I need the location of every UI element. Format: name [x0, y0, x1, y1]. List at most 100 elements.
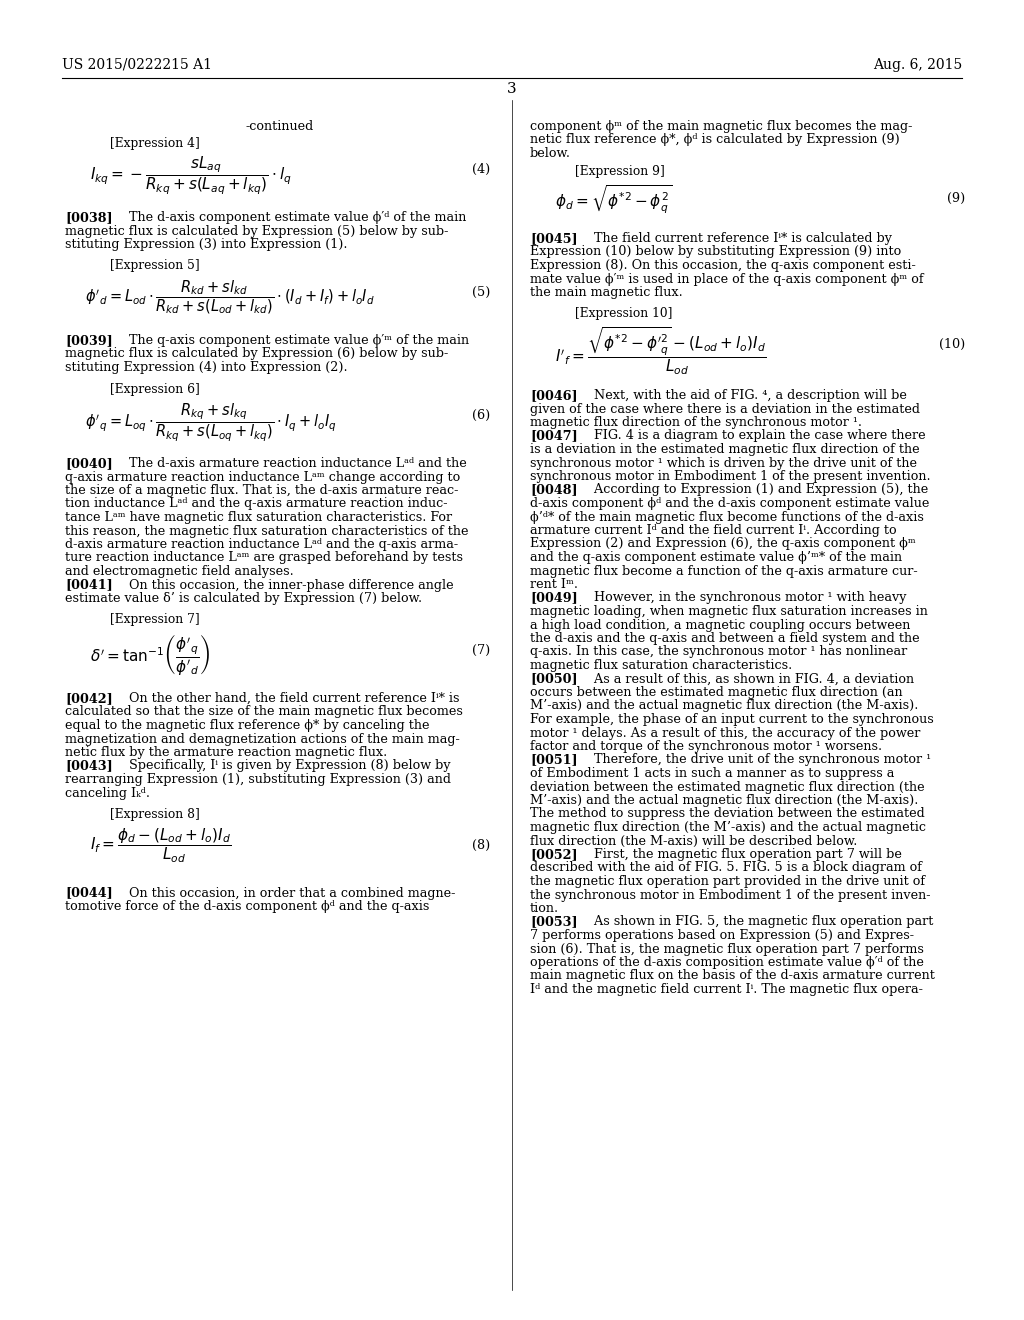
Text: [0044]: [0044]	[65, 887, 113, 899]
Text: rearranging Expression (1), substituting Expression (3) and: rearranging Expression (1), substituting…	[65, 774, 451, 785]
Text: Iᵈ and the magnetic field current Iⁱ. The magnetic flux opera-: Iᵈ and the magnetic field current Iⁱ. Th…	[530, 983, 923, 997]
Text: (5): (5)	[472, 286, 490, 300]
Text: [0052]: [0052]	[530, 847, 578, 861]
Text: the size of a magnetic flux. That is, the d-axis armature reac-: the size of a magnetic flux. That is, th…	[65, 484, 459, 498]
Text: 7 performs operations based on Expression (5) and Expres-: 7 performs operations based on Expressio…	[530, 929, 914, 942]
Text: given of the case where there is a deviation in the estimated: given of the case where there is a devia…	[530, 403, 920, 416]
Text: The method to suppress the deviation between the estimated: The method to suppress the deviation bet…	[530, 808, 925, 821]
Text: occurs between the estimated magnetic flux direction (an: occurs between the estimated magnetic fl…	[530, 686, 902, 700]
Text: [0045]: [0045]	[530, 232, 578, 246]
Text: sion (6). That is, the magnetic flux operation part 7 performs: sion (6). That is, the magnetic flux ope…	[530, 942, 924, 956]
Text: stituting Expression (4) into Expression (2).: stituting Expression (4) into Expression…	[65, 360, 347, 374]
Text: magnetic flux become a function of the q-axis armature cur-: magnetic flux become a function of the q…	[530, 565, 918, 578]
Text: magnetic flux is calculated by Expression (5) below by sub-: magnetic flux is calculated by Expressio…	[65, 224, 449, 238]
Text: On the other hand, the field current reference Iⁱ* is: On the other hand, the field current ref…	[113, 692, 460, 705]
Text: (8): (8)	[472, 838, 490, 851]
Text: $\phi'_d=L_{od}\cdot\dfrac{R_{kd}+sl_{kd}}{R_{kd}+s(L_{od}+l_{kd})}\cdot(I_d+I_f: $\phi'_d=L_{od}\cdot\dfrac{R_{kd}+sl_{kd…	[85, 279, 375, 315]
Text: d-axis armature reaction inductance Lᵃᵈ and the q-axis arma-: d-axis armature reaction inductance Lᵃᵈ …	[65, 539, 458, 550]
Text: and electromagnetic field analyses.: and electromagnetic field analyses.	[65, 565, 294, 578]
Text: [0040]: [0040]	[65, 457, 113, 470]
Text: described with the aid of FIG. 5. FIG. 5 is a block diagram of: described with the aid of FIG. 5. FIG. 5…	[530, 862, 922, 874]
Text: synchronous motor ¹ which is driven by the drive unit of the: synchronous motor ¹ which is driven by t…	[530, 457, 918, 470]
Text: According to Expression (1) and Expression (5), the: According to Expression (1) and Expressi…	[578, 483, 928, 496]
Text: The d-axis component estimate value ϕ′ᵈ of the main: The d-axis component estimate value ϕ′ᵈ …	[113, 211, 466, 224]
Text: mate value ϕ′ᵐ is used in place of the q-axis component ϕᵐ of: mate value ϕ′ᵐ is used in place of the q…	[530, 272, 924, 285]
Text: equal to the magnetic flux reference ϕ* by canceling the: equal to the magnetic flux reference ϕ* …	[65, 719, 429, 733]
Text: On this occasion, in order that a combined magne-: On this occasion, in order that a combin…	[113, 887, 456, 899]
Text: First, the magnetic flux operation part 7 will be: First, the magnetic flux operation part …	[578, 847, 902, 861]
Text: The q-axis component estimate value ϕ′ᵐ of the main: The q-axis component estimate value ϕ′ᵐ …	[113, 334, 469, 347]
Text: [0051]: [0051]	[530, 754, 578, 767]
Text: magnetic flux direction (the M’-axis) and the actual magnetic: magnetic flux direction (the M’-axis) an…	[530, 821, 926, 834]
Text: [0043]: [0043]	[65, 759, 113, 772]
Text: (4): (4)	[472, 162, 490, 176]
Text: canceling Iₖᵈ.: canceling Iₖᵈ.	[65, 787, 150, 800]
Text: [Expression 6]: [Expression 6]	[110, 383, 200, 396]
Text: synchronous motor in Embodiment 1 of the present invention.: synchronous motor in Embodiment 1 of the…	[530, 470, 931, 483]
Text: d-axis component ϕᵈ and the d-axis component estimate value: d-axis component ϕᵈ and the d-axis compo…	[530, 498, 930, 510]
Text: [0048]: [0048]	[530, 483, 578, 496]
Text: (6): (6)	[472, 409, 490, 422]
Text: [0049]: [0049]	[530, 591, 578, 605]
Text: [Expression 10]: [Expression 10]	[575, 308, 673, 321]
Text: (9): (9)	[947, 191, 965, 205]
Text: flux direction (the M-axis) will be described below.: flux direction (the M-axis) will be desc…	[530, 834, 857, 847]
Text: magnetic loading, when magnetic flux saturation increases in: magnetic loading, when magnetic flux sat…	[530, 605, 928, 618]
Text: (7): (7)	[472, 644, 490, 657]
Text: the main magnetic flux.: the main magnetic flux.	[530, 286, 683, 300]
Text: Expression (8). On this occasion, the q-axis component esti-: Expression (8). On this occasion, the q-…	[530, 259, 915, 272]
Text: magnetic flux is calculated by Expression (6) below by sub-: magnetic flux is calculated by Expressio…	[65, 347, 449, 360]
Text: this reason, the magnetic flux saturation characteristics of the: this reason, the magnetic flux saturatio…	[65, 524, 469, 537]
Text: tion.: tion.	[530, 902, 559, 915]
Text: Expression (2) and Expression (6), the q-axis component ϕᵐ: Expression (2) and Expression (6), the q…	[530, 537, 915, 550]
Text: tion inductance Lᵃᵈ and the q-axis armature reaction induc-: tion inductance Lᵃᵈ and the q-axis armat…	[65, 498, 447, 511]
Text: tomotive force of the d-axis component ϕᵈ and the q-axis: tomotive force of the d-axis component ϕ…	[65, 900, 429, 913]
Text: 3: 3	[507, 82, 517, 96]
Text: [0038]: [0038]	[65, 211, 113, 224]
Text: the synchronous motor in Embodiment 1 of the present inven-: the synchronous motor in Embodiment 1 of…	[530, 888, 931, 902]
Text: a high load condition, a magnetic coupling occurs between: a high load condition, a magnetic coupli…	[530, 619, 910, 631]
Text: [0053]: [0053]	[530, 916, 578, 928]
Text: [Expression 4]: [Expression 4]	[110, 136, 200, 149]
Text: main magnetic flux on the basis of the d-axis armature current: main magnetic flux on the basis of the d…	[530, 969, 935, 982]
Text: and the q-axis component estimate value ϕ’ᵐ* of the main: and the q-axis component estimate value …	[530, 550, 902, 564]
Text: M’-axis) and the actual magnetic flux direction (the M-axis).: M’-axis) and the actual magnetic flux di…	[530, 700, 919, 713]
Text: magnetic flux direction of the synchronous motor ¹.: magnetic flux direction of the synchrono…	[530, 416, 862, 429]
Text: FIG. 4 is a diagram to explain the case where there: FIG. 4 is a diagram to explain the case …	[578, 429, 926, 442]
Text: $I'_f=\dfrac{\sqrt{\phi^{*2}-\phi'^2_q}-(L_{od}+l_o)I_d}{L_{od}}$: $I'_f=\dfrac{\sqrt{\phi^{*2}-\phi'^2_q}-…	[555, 326, 767, 378]
Text: $I_{kq}=-\dfrac{sL_{aq}}{R_{kq}+s(L_{aq}+l_{kq})}\cdot l_q$: $I_{kq}=-\dfrac{sL_{aq}}{R_{kq}+s(L_{aq}…	[90, 154, 292, 197]
Text: deviation between the estimated magnetic flux direction (the: deviation between the estimated magnetic…	[530, 780, 925, 793]
Text: Specifically, Iⁱ is given by Expression (8) below by: Specifically, Iⁱ is given by Expression …	[113, 759, 451, 772]
Text: However, in the synchronous motor ¹ with heavy: However, in the synchronous motor ¹ with…	[578, 591, 906, 605]
Text: As a result of this, as shown in FIG. 4, a deviation: As a result of this, as shown in FIG. 4,…	[578, 672, 914, 685]
Text: -continued: -continued	[246, 120, 314, 133]
Text: Expression (10) below by substituting Expression (9) into: Expression (10) below by substituting Ex…	[530, 246, 901, 259]
Text: [0046]: [0046]	[530, 389, 578, 403]
Text: M’-axis) and the actual magnetic flux direction (the M-axis).: M’-axis) and the actual magnetic flux di…	[530, 795, 919, 807]
Text: [0050]: [0050]	[530, 672, 578, 685]
Text: factor and torque of the synchronous motor ¹ worsens.: factor and torque of the synchronous mot…	[530, 741, 882, 752]
Text: the magnetic flux operation part provided in the drive unit of: the magnetic flux operation part provide…	[530, 875, 925, 888]
Text: $I_f=\dfrac{\phi_d-(L_{od}+l_o)I_d}{L_{od}}$: $I_f=\dfrac{\phi_d-(L_{od}+l_o)I_d}{L_{o…	[90, 826, 231, 865]
Text: calculated so that the size of the main magnetic flux becomes: calculated so that the size of the main …	[65, 705, 463, 718]
Text: magnetization and demagnetization actions of the main mag-: magnetization and demagnetization action…	[65, 733, 460, 746]
Text: Aug. 6, 2015: Aug. 6, 2015	[872, 58, 962, 73]
Text: For example, the phase of an input current to the synchronous: For example, the phase of an input curre…	[530, 713, 934, 726]
Text: US 2015/0222215 A1: US 2015/0222215 A1	[62, 58, 212, 73]
Text: tance Lᵃᵐ have magnetic flux saturation characteristics. For: tance Lᵃᵐ have magnetic flux saturation …	[65, 511, 453, 524]
Text: motor ¹ delays. As a result of this, the accuracy of the power: motor ¹ delays. As a result of this, the…	[530, 726, 921, 739]
Text: Therefore, the drive unit of the synchronous motor ¹: Therefore, the drive unit of the synchro…	[578, 754, 931, 767]
Text: (10): (10)	[939, 338, 965, 351]
Text: $\phi_d{=}\sqrt{\phi^{*2}-\phi_q^2}$: $\phi_d{=}\sqrt{\phi^{*2}-\phi_q^2}$	[555, 183, 673, 216]
Text: [Expression 5]: [Expression 5]	[110, 260, 200, 272]
Text: below.: below.	[530, 147, 571, 160]
Text: netic flux reference ϕ*, ϕᵈ is calculated by Expression (9): netic flux reference ϕ*, ϕᵈ is calculate…	[530, 133, 900, 147]
Text: Next, with the aid of FIG. ⁴, a description will be: Next, with the aid of FIG. ⁴, a descript…	[578, 389, 907, 403]
Text: The field current reference Iⁱ* is calculated by: The field current reference Iⁱ* is calcu…	[578, 232, 892, 246]
Text: stituting Expression (3) into Expression (1).: stituting Expression (3) into Expression…	[65, 238, 347, 251]
Text: [Expression 7]: [Expression 7]	[110, 614, 200, 627]
Text: operations of the d-axis composition estimate value ϕ′ᵈ of the: operations of the d-axis composition est…	[530, 956, 924, 969]
Text: armature current Iᵈ and the field current Iⁱ. According to: armature current Iᵈ and the field curren…	[530, 524, 897, 537]
Text: $\delta'=\tan^{-1}\!\left(\dfrac{\phi'_q}{\phi'_d}\right)$: $\delta'=\tan^{-1}\!\left(\dfrac{\phi'_q…	[90, 632, 210, 677]
Text: [0042]: [0042]	[65, 692, 113, 705]
